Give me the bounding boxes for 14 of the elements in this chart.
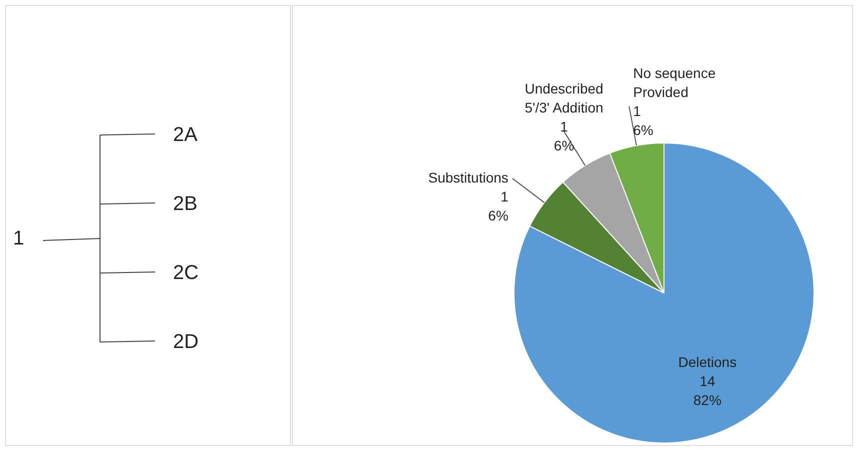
text: 2B xyxy=(173,193,198,215)
slice-label: Deletions xyxy=(678,354,737,370)
slice-label: Substitutions xyxy=(428,169,508,186)
data-label: 1 6% xyxy=(633,103,654,138)
slice-label: No sequence Provided xyxy=(633,65,716,100)
data-label: 14 82% xyxy=(693,373,722,408)
text: 2A xyxy=(173,124,198,146)
data-label: 1 6% xyxy=(488,188,509,224)
pie-slice xyxy=(514,142,814,444)
text: 1 xyxy=(13,228,24,250)
text: 2D xyxy=(173,331,199,353)
text: 2C xyxy=(173,262,199,284)
data-label: 1 6% xyxy=(554,118,574,154)
slice-label: Undescribed 5'/3' Addition xyxy=(524,80,604,116)
